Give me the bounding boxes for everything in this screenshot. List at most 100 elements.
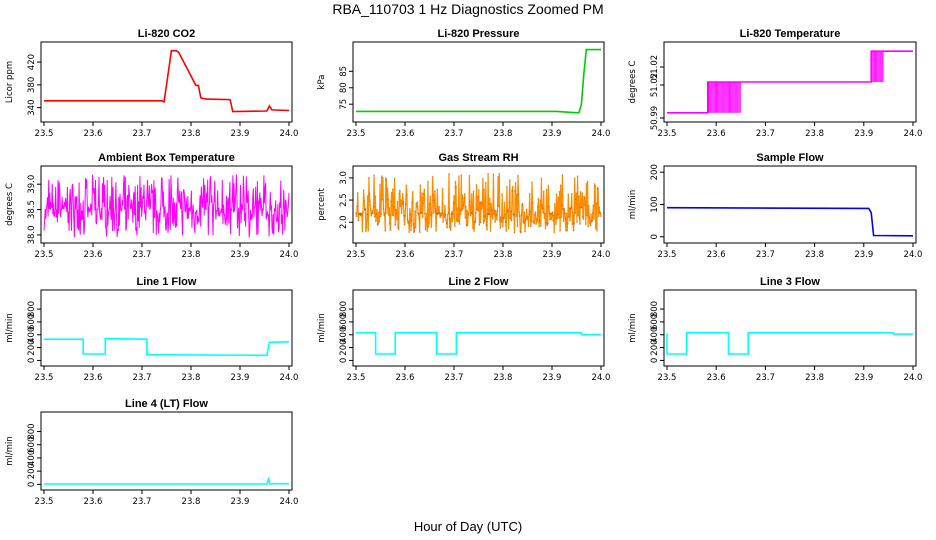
- data-point: [557, 217, 560, 219]
- data-point: [502, 217, 505, 219]
- data-point: [527, 225, 530, 228]
- data-point: [563, 207, 566, 210]
- y-tick-label: 800: [27, 423, 37, 439]
- data-point: [465, 205, 467, 208]
- data-point: [504, 221, 507, 224]
- data-point: [458, 223, 461, 226]
- data-point: [480, 200, 483, 203]
- data-point: [600, 215, 602, 218]
- data-point: [485, 224, 488, 227]
- data-point: [583, 197, 586, 199]
- y-tick-label: 100: [650, 196, 660, 212]
- data-point: [595, 202, 598, 205]
- data-point: [462, 208, 464, 210]
- y-tick-label: 800: [27, 301, 37, 317]
- y-axis-label: ml/min: [5, 436, 15, 466]
- data-point: [561, 174, 564, 176]
- x-tick-label: 24.0: [280, 250, 299, 260]
- data-point: [471, 211, 474, 214]
- data-point: [560, 216, 563, 219]
- data-point: [407, 220, 410, 222]
- data-point: [435, 212, 438, 215]
- data-point: [383, 214, 385, 217]
- data-point: [531, 201, 534, 204]
- data-point: [377, 211, 380, 214]
- data-point: [572, 229, 575, 232]
- data-point: [500, 220, 503, 223]
- data-point: [402, 201, 405, 203]
- x-tick-label: 23.8: [494, 373, 513, 383]
- data-point: [411, 190, 414, 193]
- data-point: [358, 212, 360, 215]
- data-point: [460, 174, 463, 176]
- x-tick-label: 23.5: [658, 373, 677, 383]
- y-tick-label: 600: [27, 314, 37, 330]
- data-point: [365, 230, 367, 233]
- data-point: [497, 175, 499, 178]
- data-point: [582, 218, 585, 221]
- data-point: [553, 231, 556, 234]
- data-point: [463, 196, 466, 199]
- data-point: [414, 210, 416, 213]
- data-point: [554, 216, 557, 219]
- series-trace: [44, 49, 290, 113]
- data-point: [556, 218, 559, 220]
- data-point: [364, 208, 367, 210]
- data-point: [384, 230, 387, 232]
- data-point: [522, 222, 525, 225]
- data-point: [514, 181, 517, 184]
- data-point: [518, 211, 521, 213]
- data-point: [370, 215, 373, 217]
- data-point: [594, 185, 597, 188]
- data-point: [578, 216, 581, 219]
- data-point: [427, 226, 430, 229]
- data-point: [403, 214, 405, 217]
- panel-title: Ambient Box Temperature: [98, 152, 235, 164]
- data-point: [492, 173, 495, 176]
- data-point: [534, 213, 536, 216]
- y-tick-label: 0: [650, 358, 660, 363]
- panel-title: Line 1 Flow: [137, 276, 197, 288]
- data-point: [539, 199, 542, 201]
- data-point: [587, 225, 590, 228]
- data-point: [454, 180, 457, 183]
- data-point: [558, 190, 561, 193]
- data-point: [491, 215, 494, 217]
- plot-frame: [352, 41, 605, 123]
- data-point: [404, 203, 407, 205]
- data-point: [489, 197, 491, 200]
- data-point: [439, 212, 442, 215]
- data-point: [433, 199, 436, 202]
- panel-ambient-box-temperature: Ambient Box Temperature 23.5 23.6 23.7 23.8 2…: [5, 152, 298, 260]
- data-point: [386, 187, 389, 190]
- data-point: [581, 191, 584, 194]
- data-point: [577, 214, 580, 217]
- data-point: [576, 221, 578, 224]
- data-point: [571, 223, 574, 226]
- data-point: [355, 211, 357, 214]
- data-point: [405, 193, 408, 196]
- data-point: [386, 212, 388, 215]
- data-point: [581, 216, 584, 218]
- x-tick-label: 23.9: [231, 497, 250, 507]
- data-point: [408, 207, 411, 210]
- x-tick-label: 23.6: [396, 373, 415, 383]
- data-point: [535, 218, 538, 220]
- data-point: [574, 198, 577, 201]
- data-point: [513, 231, 516, 234]
- data-point: [594, 227, 597, 230]
- data-point: [361, 230, 364, 233]
- x-tick-label: 23.5: [347, 250, 366, 260]
- data-point: [507, 209, 509, 211]
- data-point: [529, 225, 532, 228]
- data-point: [557, 196, 560, 199]
- data-point: [591, 212, 594, 215]
- plot-frame: [352, 165, 605, 244]
- series-trace: [356, 332, 601, 355]
- data-point: [398, 192, 401, 195]
- data-point: [467, 212, 470, 214]
- data-point: [534, 211, 537, 214]
- data-point: [593, 218, 595, 221]
- data-point: [462, 204, 465, 207]
- data-point: [526, 218, 529, 221]
